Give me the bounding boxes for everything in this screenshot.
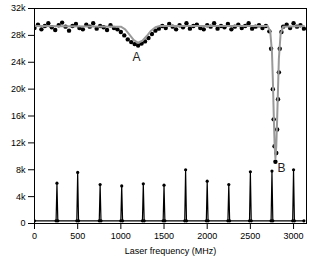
svg-text:0: 0: [20, 218, 25, 228]
svg-text:4k: 4k: [16, 192, 26, 202]
svg-text:12k: 12k: [11, 138, 26, 148]
svg-text:Laser frequency (MHz): Laser frequency (MHz): [125, 246, 217, 256]
svg-text:32k: 32k: [11, 3, 26, 13]
svg-text:B: B: [277, 161, 285, 175]
svg-text:8k: 8k: [16, 165, 26, 175]
svg-text:1000: 1000: [111, 231, 131, 241]
svg-text:3000: 3000: [284, 231, 304, 241]
svg-text:16k: 16k: [11, 111, 26, 121]
svg-text:0: 0: [32, 231, 37, 241]
svg-text:24k: 24k: [11, 57, 26, 67]
svg-text:28k: 28k: [11, 30, 26, 40]
svg-text:2000: 2000: [197, 231, 217, 241]
svg-text:500: 500: [70, 231, 85, 241]
svg-text:2500: 2500: [240, 231, 260, 241]
svg-text:20k: 20k: [11, 84, 26, 94]
svg-text:1500: 1500: [154, 231, 174, 241]
svg-text:A: A: [132, 50, 140, 64]
